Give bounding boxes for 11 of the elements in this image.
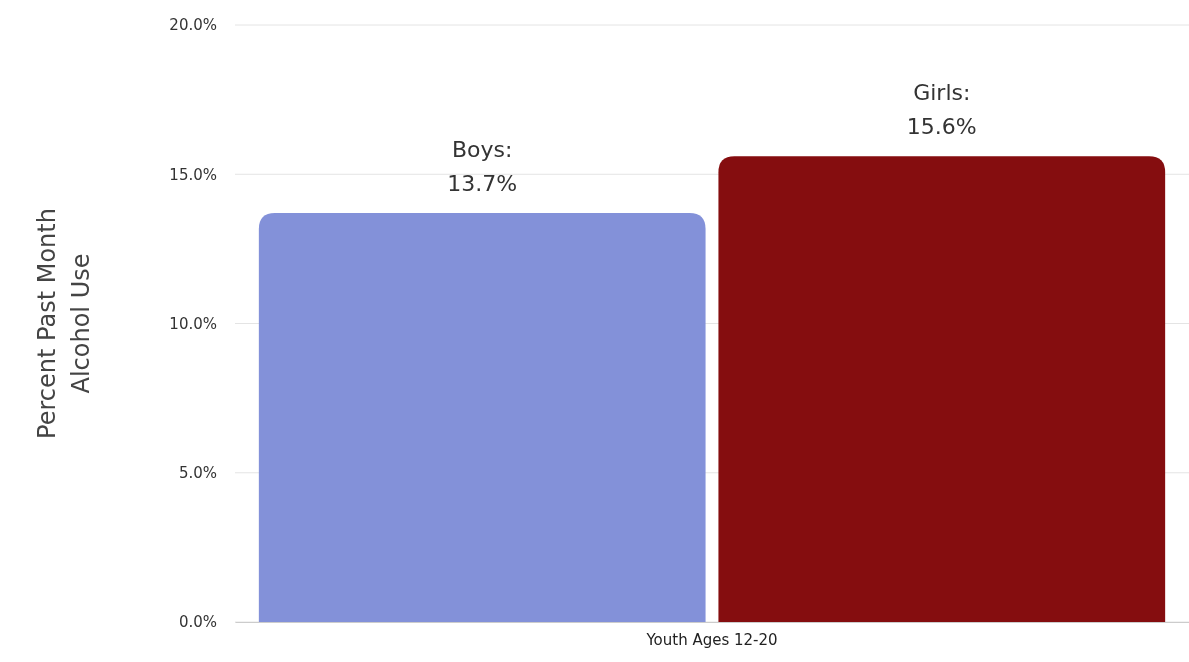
y-axis-title: Percent Past Month Alcohol Use	[33, 208, 95, 439]
y-tick-label: 15.0%	[169, 165, 217, 184]
y-tick-label: 5.0%	[178, 464, 217, 483]
y-tick-label: 0.0%	[178, 613, 217, 632]
data-label: 15.6%	[906, 114, 977, 140]
x-tick-label: Youth Ages 12-20	[645, 630, 778, 649]
y-tick-label: 10.0%	[169, 314, 217, 333]
data-label: 13.7%	[447, 171, 518, 197]
y-tick-label: 20.0%	[169, 16, 217, 35]
text: Boys:	[451, 137, 513, 163]
text: Girls:	[913, 80, 971, 106]
